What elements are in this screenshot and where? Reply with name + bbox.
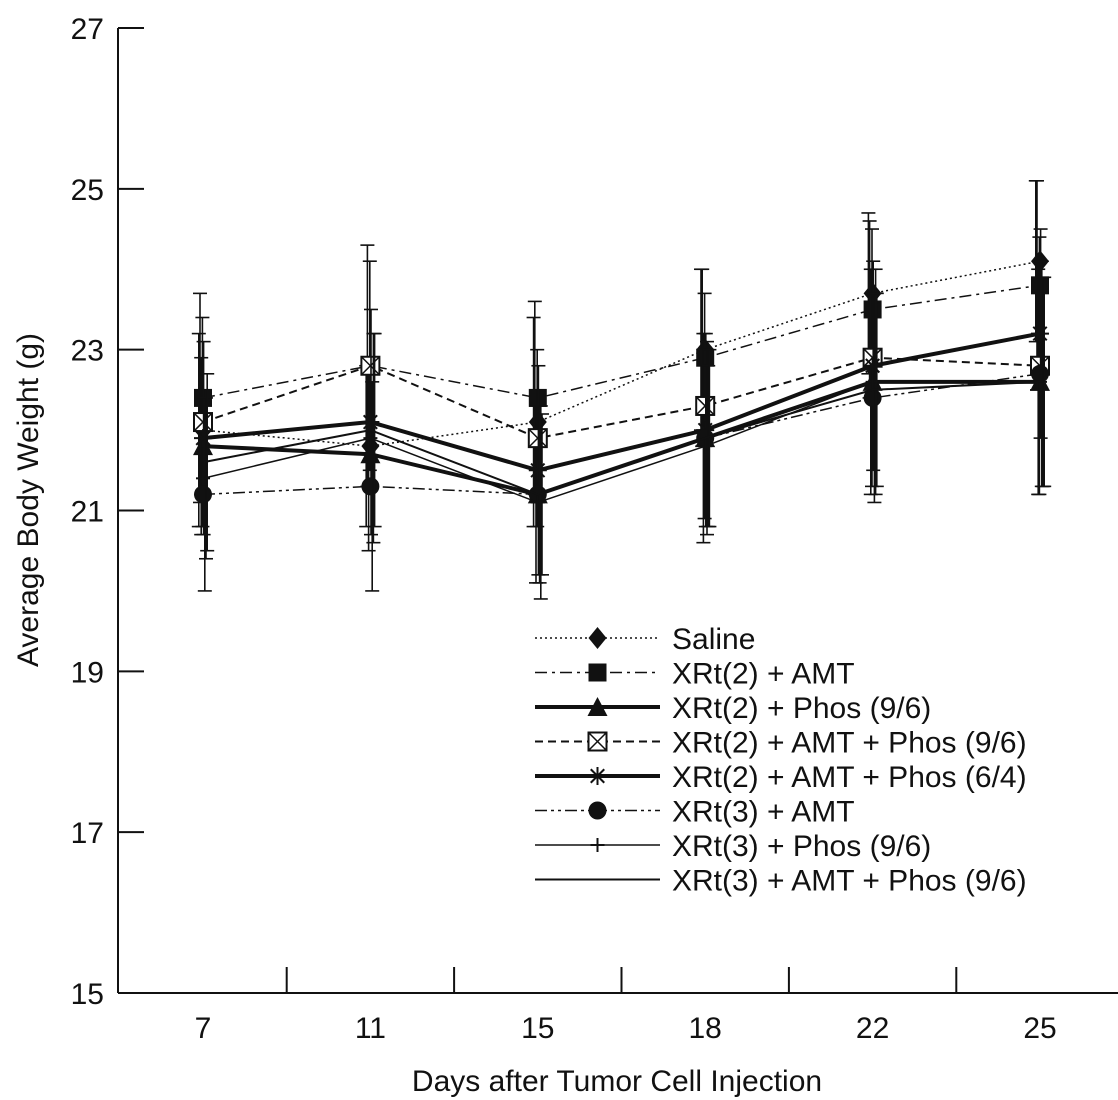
square-marker bbox=[588, 663, 607, 682]
plot-frame bbox=[117, 28, 1118, 994]
legend-label: XRt(3) + Phos (9/6) bbox=[672, 830, 931, 863]
legend-label: Saline bbox=[672, 623, 755, 656]
star-marker-stroke bbox=[590, 768, 605, 784]
series-line bbox=[202, 381, 1040, 504]
x-tick-label: 15 bbox=[521, 1012, 554, 1045]
y-tick-label: 21 bbox=[71, 496, 104, 529]
y-axis: 15 17 19 21 23 25 27 bbox=[71, 13, 144, 1011]
legend-entry: XRt(3) + Phos (9/6) bbox=[535, 830, 931, 863]
y-tick-label: 15 bbox=[71, 978, 104, 1011]
series-2 bbox=[193, 179, 1049, 504]
series-line bbox=[202, 260, 1041, 447]
triangle-marker bbox=[587, 697, 608, 716]
legend-label: XRt(2) + Phos (9/6) bbox=[672, 692, 931, 725]
legend-entry: XRt(3) + AMT bbox=[535, 796, 855, 829]
diamond-marker bbox=[588, 627, 607, 649]
series-line bbox=[202, 284, 1041, 399]
legend-label: XRt(3) + AMT + Phos (9/6) bbox=[672, 865, 1027, 898]
y-tick-label: 19 bbox=[71, 656, 104, 689]
circle-marker bbox=[361, 477, 380, 496]
legend-label: XRt(2) + AMT + Phos (9/6) bbox=[672, 727, 1027, 760]
x-tick-label: 22 bbox=[856, 1012, 889, 1045]
legend-label: XRt(2) + AMT + Phos (6/4) bbox=[672, 761, 1027, 794]
series-layer bbox=[191, 179, 1052, 600]
x-tick-label: 7 bbox=[195, 1012, 212, 1045]
legend-entry: XRt(2) + Phos (9/6) bbox=[535, 692, 931, 725]
y-tick-label: 17 bbox=[71, 817, 104, 850]
series-5 bbox=[194, 228, 1049, 576]
x-tick-label: 11 bbox=[355, 1012, 386, 1045]
series-8 bbox=[200, 276, 1052, 576]
legend-entry: XRt(2) + AMT + Phos (9/6) bbox=[535, 727, 1027, 760]
circle-marker bbox=[588, 801, 607, 820]
legend-entry: Saline bbox=[535, 623, 755, 656]
series-line bbox=[202, 380, 1041, 496]
legend-entry: XRt(2) + AMT + Phos (6/4) bbox=[535, 761, 1027, 794]
legend-entry: XRt(3) + AMT + Phos (9/6) bbox=[535, 865, 1027, 898]
legend-label: XRt(2) + AMT bbox=[672, 658, 855, 691]
series-line bbox=[202, 331, 1041, 473]
x-axis: 7 11 15 18 22 25 bbox=[195, 967, 1057, 1045]
series-7 bbox=[196, 268, 1050, 600]
y-tick-label: 25 bbox=[71, 174, 104, 207]
x-tick-label: 18 bbox=[689, 1012, 722, 1045]
series-line bbox=[202, 373, 1041, 496]
legend-entry: XRt(2) + AMT bbox=[535, 658, 855, 691]
legend-label: XRt(3) + AMT bbox=[672, 796, 855, 829]
circle-marker bbox=[194, 485, 212, 504]
box-x-marker-stroke bbox=[587, 731, 608, 752]
y-tick-label: 27 bbox=[71, 13, 104, 46]
x-tick-label: 25 bbox=[1023, 1012, 1056, 1045]
y-tick-label: 23 bbox=[71, 335, 104, 368]
y-axis-title: Average Body Weight (g) bbox=[12, 333, 45, 667]
x-axis-title: Days after Tumor Cell Injection bbox=[412, 1065, 822, 1098]
